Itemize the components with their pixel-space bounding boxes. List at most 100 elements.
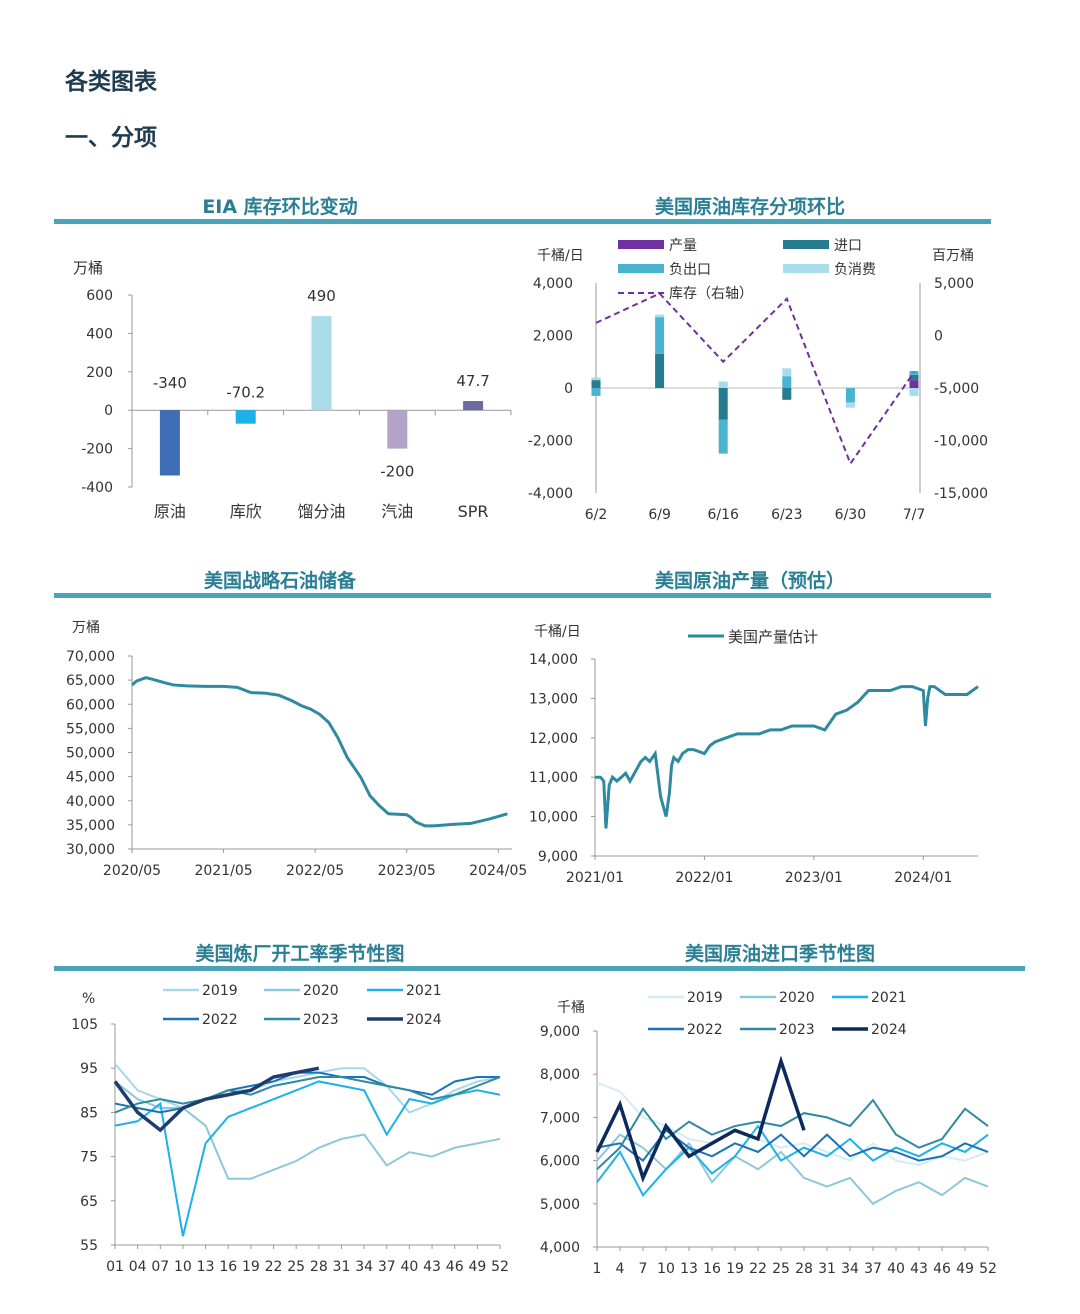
x-tick-label: 46	[446, 1259, 464, 1275]
imports-chart-title: 美国原油进口季节性图	[684, 943, 875, 965]
divider	[54, 593, 991, 598]
x-tick-label: 04	[129, 1259, 147, 1275]
x-tick-label: 40	[400, 1259, 418, 1275]
x-tick-label: 16	[219, 1259, 237, 1275]
y-tick-label-left: 0	[564, 381, 573, 397]
bar	[387, 410, 408, 449]
x-tick-label: 2021/01	[566, 870, 624, 886]
y-tick-label-right: -5,000	[934, 381, 979, 397]
legend-label: 2020	[303, 983, 339, 999]
legend-label: 2019	[202, 983, 238, 999]
x-tick-label: 52	[491, 1259, 509, 1275]
x-tick-label: 汽油	[381, 502, 413, 521]
series-line	[595, 685, 979, 829]
bar-segment	[655, 317, 665, 354]
bar-segment	[782, 368, 792, 377]
x-tick-label: 28	[795, 1261, 813, 1277]
y-axis-label: 万桶	[73, 259, 103, 277]
bar-segment	[655, 314, 665, 318]
y-tick-label: 400	[86, 326, 113, 342]
y-tick-label: 4,000	[540, 1240, 580, 1256]
y-axis-label: %	[82, 991, 95, 1007]
y-tick-label: 50,000	[66, 746, 115, 762]
components-chart-title: 美国原油库存分项环比	[654, 196, 845, 218]
series-line	[596, 1124, 989, 1197]
y-tick-label: 30,000	[66, 842, 115, 858]
series-line	[114, 1076, 501, 1114]
data-label: -200	[380, 463, 414, 481]
x-tick-label: 43	[423, 1259, 441, 1275]
y-tick-label-right: -10,000	[934, 434, 988, 450]
bar-segment	[591, 377, 601, 381]
x-tick-label: 22	[265, 1259, 283, 1275]
y-tick-label: 9,000	[538, 849, 578, 865]
x-tick-label: 52	[979, 1261, 997, 1277]
x-tick-label: 01	[106, 1259, 124, 1275]
y-axis-label: 千桶/日	[534, 624, 581, 640]
x-tick-label: 19	[726, 1261, 744, 1277]
bar-segment	[718, 381, 728, 388]
y-tick-label: 65	[80, 1194, 98, 1210]
y-tick-label: 600	[86, 288, 113, 304]
spr-chart-title: 美国战略石油储备	[203, 570, 356, 592]
x-tick-label: 40	[887, 1261, 905, 1277]
bar-segment	[591, 388, 601, 396]
series-line	[113, 1066, 320, 1133]
y-tick-label: 200	[86, 365, 113, 381]
bar	[463, 401, 484, 411]
bar-segment	[845, 388, 855, 403]
bar-segment	[782, 388, 792, 400]
divider	[54, 219, 991, 224]
x-tick-label: 2020/05	[103, 863, 161, 879]
y-tick-label: 12,000	[529, 731, 578, 747]
x-tick-label: 10	[657, 1261, 675, 1277]
x-tick-label: 4	[616, 1261, 625, 1277]
y-tick-label-right: 0	[934, 329, 943, 345]
legend-label: 产量	[669, 238, 697, 254]
x-tick-label: 1	[593, 1261, 602, 1277]
bar	[311, 316, 332, 411]
bar-segment	[591, 380, 601, 388]
legend-swatch	[618, 240, 664, 249]
bar-segment	[718, 419, 728, 454]
bar	[235, 410, 256, 424]
y-tick-label: -400	[81, 480, 113, 496]
legend-label: 2019	[687, 990, 723, 1006]
x-tick-label: 22	[749, 1261, 767, 1277]
x-tick-label: 2021/05	[194, 863, 252, 879]
x-tick-label: 6/30	[835, 507, 866, 523]
legend-swatch	[618, 264, 664, 273]
refinery-chart-title: 美国炼厂开工率季节性图	[195, 943, 405, 965]
series-line	[114, 1071, 500, 1114]
x-tick-label: 2022/05	[286, 863, 344, 879]
y-tick-label: 60,000	[66, 697, 115, 713]
x-tick-label: 46	[933, 1261, 951, 1277]
legend-label: 负消费	[834, 262, 876, 278]
section-heading: 一、分项	[65, 125, 157, 151]
x-tick-label: 31	[818, 1261, 836, 1277]
y-tick-label-left: 2,000	[533, 329, 573, 345]
legend-label: 进口	[834, 238, 862, 254]
y-tick-label: 45,000	[66, 770, 115, 786]
x-tick-label: 2023/01	[785, 870, 843, 886]
x-tick-label: 13	[197, 1259, 215, 1275]
bar-segment	[909, 374, 919, 381]
legend-swatch	[783, 264, 829, 273]
y-tick-label-left: -4,000	[528, 486, 573, 502]
series-line	[595, 1055, 806, 1183]
y-tick-label: 13,000	[529, 691, 578, 707]
y-tick-label: -200	[81, 442, 113, 458]
bar-segment	[909, 388, 919, 396]
y-tick-label: 55	[80, 1238, 98, 1254]
y-tick-label: 8,000	[540, 1067, 580, 1083]
legend-label: 2024	[871, 1022, 907, 1038]
x-tick-label: 49	[956, 1261, 974, 1277]
legend-label: 2022	[687, 1022, 723, 1038]
bar-segment	[782, 376, 792, 388]
y-axis-label-left: 千桶/日	[537, 248, 584, 264]
y-tick-label: 70,000	[66, 649, 115, 665]
legend-label: 2021	[871, 990, 907, 1006]
x-tick-label: 6/23	[771, 507, 802, 523]
x-tick-label: 7	[639, 1261, 648, 1277]
x-tick-label: 馏分油	[297, 502, 345, 521]
